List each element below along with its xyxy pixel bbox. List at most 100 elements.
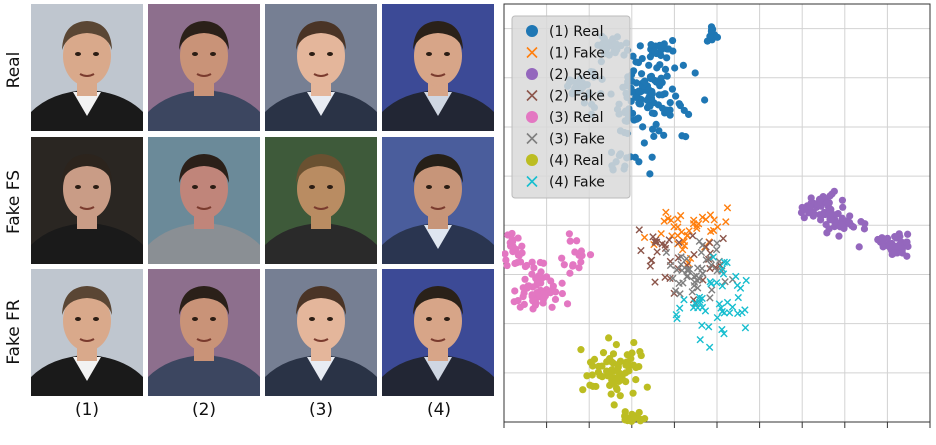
point-2-real bbox=[822, 221, 830, 229]
point-4-fake bbox=[709, 253, 717, 261]
point-3-real bbox=[506, 239, 514, 247]
row-label-fake-fs: Fake FS bbox=[4, 170, 24, 235]
point-3-real bbox=[549, 286, 557, 294]
point-1-real bbox=[707, 27, 716, 35]
point-1-fake bbox=[684, 259, 692, 267]
point-2-real bbox=[860, 225, 869, 233]
point-3-fake bbox=[684, 272, 692, 280]
point-3-real bbox=[548, 303, 556, 311]
point-4-real bbox=[588, 371, 596, 379]
point-4-real bbox=[616, 392, 624, 400]
point-1-fake bbox=[677, 228, 686, 236]
point-2-real bbox=[892, 242, 901, 251]
plot-frame bbox=[503, 3, 931, 423]
point-1-real bbox=[691, 69, 699, 77]
row-label-real: Real bbox=[4, 51, 24, 89]
point-4-fake bbox=[718, 325, 726, 334]
point-4-real bbox=[579, 386, 587, 394]
point-3-real bbox=[533, 288, 541, 297]
point-2-real bbox=[838, 196, 847, 204]
point-1-real bbox=[672, 92, 680, 100]
point-3-real bbox=[521, 262, 529, 271]
point-3-real bbox=[502, 250, 509, 258]
legend-label-2-fake: (2) Fake bbox=[549, 89, 605, 105]
point-2-real bbox=[805, 209, 813, 217]
legend-label-2-real: (2) Real bbox=[549, 67, 603, 83]
point-2-real bbox=[879, 243, 887, 251]
point-2-fake bbox=[704, 255, 713, 263]
point-4-fake bbox=[691, 299, 699, 307]
point-2-real bbox=[890, 249, 898, 257]
point-1-real bbox=[671, 64, 679, 72]
point-3-fake bbox=[707, 261, 715, 269]
point-3-fake bbox=[693, 284, 702, 292]
point-2-real bbox=[904, 230, 912, 238]
point-2-real bbox=[874, 235, 882, 244]
point-1-fake bbox=[662, 208, 670, 216]
point-1-fake bbox=[706, 211, 715, 219]
face-image-fake-fr-3 bbox=[265, 269, 377, 396]
point-3-fake bbox=[712, 246, 721, 254]
point-3-real bbox=[514, 234, 522, 242]
col-label-4: (4) bbox=[426, 400, 452, 420]
legend-marker-4-fake bbox=[526, 175, 538, 188]
point-1-fake bbox=[685, 227, 693, 235]
point-4-real bbox=[612, 384, 621, 392]
point-1-real bbox=[629, 52, 637, 60]
point-1-real bbox=[640, 139, 648, 147]
point-2-real bbox=[903, 252, 911, 260]
point-2-real bbox=[825, 210, 833, 218]
face-image-fake-fr-4 bbox=[382, 269, 494, 396]
point-1-real bbox=[664, 45, 673, 53]
face-image-fake-fs-2 bbox=[148, 137, 260, 264]
point-1-real bbox=[650, 132, 658, 140]
point-1-real bbox=[632, 58, 640, 66]
point-4-fake bbox=[717, 304, 725, 312]
legend-label-3-fake: (3) Fake bbox=[549, 132, 605, 148]
point-4-fake bbox=[712, 278, 721, 287]
point-3-real bbox=[577, 258, 585, 266]
point-1-real bbox=[661, 65, 670, 73]
point-1-real bbox=[701, 96, 709, 104]
point-3-fake bbox=[697, 248, 706, 257]
point-4-fake bbox=[742, 276, 750, 285]
point-1-fake bbox=[709, 226, 718, 235]
point-3-fake bbox=[662, 248, 671, 257]
point-2-real bbox=[806, 202, 814, 211]
point-4-real bbox=[614, 367, 622, 375]
point-4-real bbox=[604, 367, 612, 376]
point-4-real bbox=[592, 382, 600, 391]
point-1-real bbox=[654, 101, 662, 109]
point-2-real bbox=[839, 203, 847, 211]
point-3-real bbox=[566, 237, 574, 245]
point-3-real bbox=[575, 264, 583, 272]
point-3-fake bbox=[692, 272, 701, 280]
point-2-real bbox=[845, 218, 854, 227]
point-3-fake bbox=[677, 260, 685, 269]
point-1-fake bbox=[722, 218, 730, 226]
point-4-fake bbox=[680, 296, 688, 304]
face-image-real-2 bbox=[148, 4, 260, 131]
face-image-real-3 bbox=[265, 4, 377, 131]
point-4-real bbox=[614, 373, 622, 381]
face-image-real-4 bbox=[382, 4, 494, 131]
point-4-real bbox=[635, 362, 643, 371]
point-4-real bbox=[621, 408, 629, 416]
point-3-fake bbox=[713, 239, 721, 247]
point-3-real bbox=[524, 282, 532, 290]
point-4-real bbox=[607, 380, 615, 389]
point-2-fake bbox=[647, 256, 656, 264]
point-3-real bbox=[508, 229, 516, 238]
legend-marker-3-real bbox=[526, 111, 538, 123]
point-3-fake bbox=[683, 265, 692, 274]
point-3-fake bbox=[675, 279, 683, 288]
point-3-real bbox=[514, 251, 522, 259]
point-3-real bbox=[540, 294, 548, 302]
point-3-real bbox=[514, 297, 522, 305]
point-3-real bbox=[518, 242, 526, 250]
point-4-real bbox=[616, 357, 625, 365]
point-2-real bbox=[827, 215, 835, 224]
point-4-real bbox=[612, 340, 620, 349]
legend-label-4-fake: (4) Fake bbox=[549, 175, 605, 191]
